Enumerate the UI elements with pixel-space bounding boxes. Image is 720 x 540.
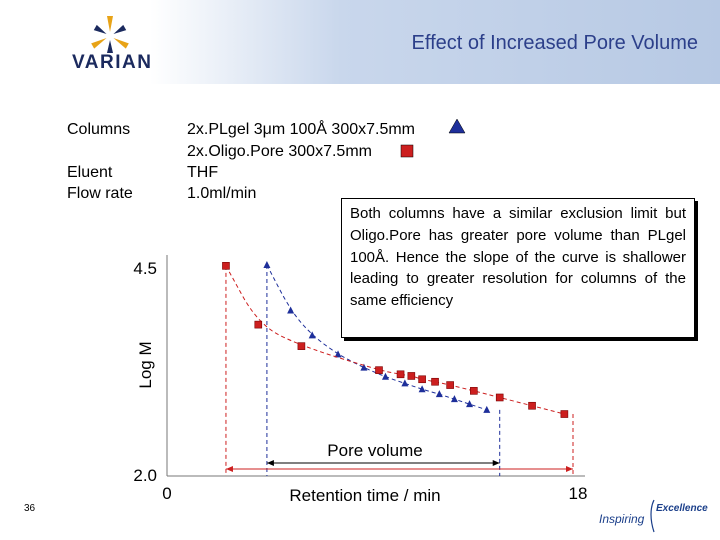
plgel-data-point [466, 400, 474, 408]
oligopore-data-point [418, 375, 426, 384]
oligopore-data-point [407, 372, 416, 380]
plgel-data-point [381, 372, 389, 380]
flow-rate-label: Flow rate [67, 185, 133, 202]
oligopore-data-point [254, 320, 263, 329]
slide-title: Effect of Increased Pore Volume [411, 32, 698, 54]
pore-volume-label: Pore volume [327, 441, 422, 460]
retention-range-arrowhead-left [225, 466, 233, 472]
y-tick-label-bottom: 2.0 [133, 466, 157, 485]
explanation-textbox: Both columns have a similar exclusion li… [341, 198, 695, 338]
y-tick-label-top: 4.5 [133, 259, 157, 278]
x-axis-title: Retention time / min [289, 486, 440, 505]
plgel-data-point [418, 385, 426, 393]
plgel-data-point [308, 331, 316, 339]
oligopore-data-point [528, 401, 536, 410]
x-tick-label-left: 0 [162, 484, 171, 503]
varian-logo-icon [91, 16, 129, 53]
oligopore-data-point [495, 393, 504, 402]
columns-value-1: 2x.PLgel 3μm 100Å 300x7.5mm [187, 121, 416, 138]
varian-logo-text: VARIAN [72, 52, 153, 73]
plgel-data-point [483, 405, 491, 413]
footer-brand-excellence: Excellence [656, 503, 708, 514]
triangle-legend-icon [448, 118, 466, 134]
pore-volume-arrowhead-right [492, 460, 500, 466]
columns-label: Columns [67, 121, 131, 138]
plgel-data-point [334, 350, 342, 358]
flow-rate-value: 1.0ml/min [187, 185, 257, 202]
oligopore-data-point [222, 262, 230, 270]
pore-volume-arrowhead-left [266, 460, 274, 466]
square-legend-icon [400, 144, 414, 158]
page-number: 36 [24, 503, 36, 514]
retention-range-arrowhead-right [566, 466, 573, 472]
y-axis-title: Log M [136, 341, 155, 388]
plgel-series-line [266, 264, 487, 411]
columns-value-2: 2x.Oligo.Pore 300x7.5mm [187, 143, 372, 160]
oligopore-data-point [396, 370, 405, 379]
x-tick-label-right: 18 [569, 484, 588, 503]
plgel-data-point [360, 363, 368, 371]
plgel-data-point [263, 261, 271, 268]
chart-axes [166, 255, 585, 477]
inspiring-excellence-swoosh-icon [650, 499, 655, 533]
oligopore-data-point [375, 366, 383, 374]
plgel-data-point [435, 390, 443, 398]
series-layer [222, 261, 574, 476]
slide-header: VARIAN Effect of Increased Pore Volume [0, 0, 720, 84]
eluent-value: THF [187, 164, 219, 181]
plgel-data-point [287, 306, 295, 314]
oligopore-data-point [297, 342, 306, 350]
pore-volume-indicator: Pore volume [266, 441, 500, 466]
oligopore-range-indicator [225, 466, 573, 472]
oligopore-data-point [446, 381, 454, 389]
eluent-label: Eluent [67, 164, 113, 181]
footer-brand-inspiring: Inspiring [599, 512, 645, 526]
plgel-data-point [401, 379, 409, 387]
oligopore-data-point [431, 377, 439, 386]
plgel-data-point [450, 395, 458, 403]
oligopore-data-point [470, 387, 478, 395]
oligopore-data-point [560, 410, 569, 418]
